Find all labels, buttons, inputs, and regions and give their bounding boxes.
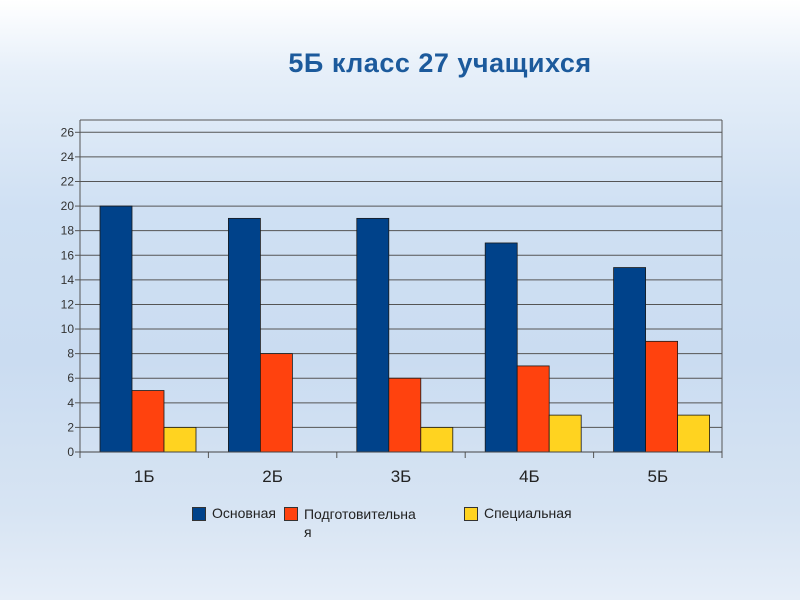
legend-label: Специальная — [483, 505, 572, 521]
bar-1-5Б — [645, 340, 678, 453]
legend-item-osnovnaya: Основная — [192, 505, 276, 541]
bar-0-3Б — [356, 217, 390, 453]
y-tick-label: 26 — [61, 125, 75, 139]
y-tick-label: 8 — [67, 347, 74, 361]
y-tick-label: 14 — [61, 273, 75, 287]
bar-2-4Б — [548, 414, 582, 453]
y-tick-label: 12 — [61, 297, 75, 311]
y-tick-label: 0 — [67, 445, 74, 459]
legend-item-podgotovitelnaya: Подготовительна я — [283, 505, 456, 541]
bar-1-3Б — [388, 377, 422, 453]
legend: Основная Подготовительна я Специальная — [192, 505, 572, 541]
bar-2-1Б — [163, 427, 197, 453]
legend-label: Основная — [212, 505, 276, 521]
y-tick-label: 16 — [61, 248, 75, 262]
legend-swatch — [463, 507, 478, 521]
y-tick-label: 6 — [67, 371, 74, 385]
bar-1-2Б — [259, 353, 293, 453]
bar-1-1Б — [131, 390, 165, 453]
y-tick-label: 20 — [61, 199, 75, 213]
bar-0-1Б — [99, 205, 133, 453]
y-tick-label: 10 — [61, 322, 75, 336]
bar-2-3Б — [420, 427, 454, 453]
bar-0-5Б — [613, 267, 646, 453]
y-tick-label: 4 — [67, 396, 74, 410]
bar-0-2Б — [227, 217, 261, 453]
bar-0-4Б — [484, 242, 518, 453]
y-tick-label: 24 — [61, 150, 75, 164]
legend-label-wrap: я — [303, 524, 312, 540]
y-tick-label: 18 — [61, 224, 75, 238]
x-tick-label: 1Б — [134, 467, 155, 486]
x-tick-label: 5Б — [647, 467, 668, 486]
legend-swatch — [192, 507, 206, 521]
y-tick-label: 2 — [67, 420, 74, 434]
x-tick-label: 2Б — [262, 467, 283, 486]
chart-title: 5Б класс 27 учащихся — [288, 48, 592, 78]
legend-label: Подготовительна — [303, 506, 416, 522]
y-tick-label: 22 — [61, 174, 75, 188]
bar-2-5Б — [677, 414, 710, 453]
legend-item-specialnaya: Специальная — [463, 505, 572, 541]
x-tick-label: 4Б — [519, 467, 540, 486]
bar-1-4Б — [516, 365, 550, 453]
legend-swatch — [283, 507, 298, 521]
x-tick-label: 3Б — [391, 467, 412, 486]
